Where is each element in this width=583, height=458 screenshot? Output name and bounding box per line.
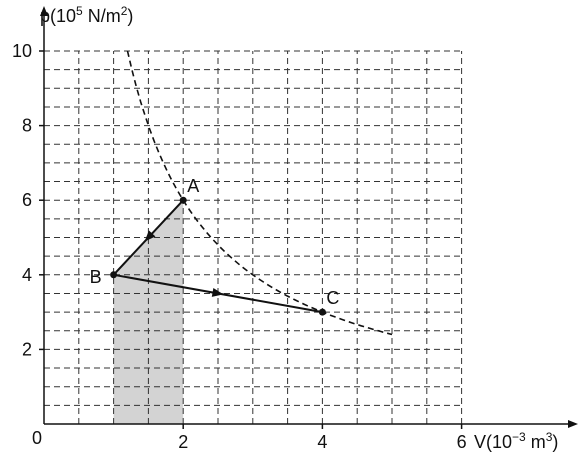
y-tick-label: 4 [22, 265, 32, 285]
process-lines [112, 199, 323, 314]
x-axis-label: V(10−3 m3) [474, 430, 559, 452]
x-tick-label: 6 [457, 432, 467, 452]
point-B [110, 271, 118, 279]
x-tick-label: 2 [178, 432, 188, 452]
axes [40, 6, 578, 428]
state-points: A B C [90, 176, 339, 316]
y-axis-arrowhead [40, 6, 48, 16]
x-axis-arrowhead [568, 420, 578, 428]
process-arrow-BC [211, 288, 224, 297]
process-arrow-AB [144, 230, 156, 242]
point-label-B: B [90, 267, 102, 287]
grid [44, 50, 463, 424]
x-tick-label: 4 [317, 432, 327, 452]
y-axis-label: p(105 N/m2) [40, 4, 134, 26]
point-C [318, 308, 326, 316]
y-tick-label: 8 [22, 116, 32, 136]
isotherm-curve [126, 50, 393, 336]
y-tick-label: 10 [12, 41, 32, 61]
y-tick-label: 6 [22, 190, 32, 210]
point-label-A: A [187, 176, 199, 196]
tick-labels: 2 4 6 8 10 2 4 6 0 [12, 41, 467, 452]
point-A [179, 196, 187, 204]
y-tick-label: 2 [22, 339, 32, 359]
origin-label: 0 [32, 428, 42, 448]
isotherm-path [126, 50, 393, 336]
point-label-C: C [326, 288, 339, 308]
